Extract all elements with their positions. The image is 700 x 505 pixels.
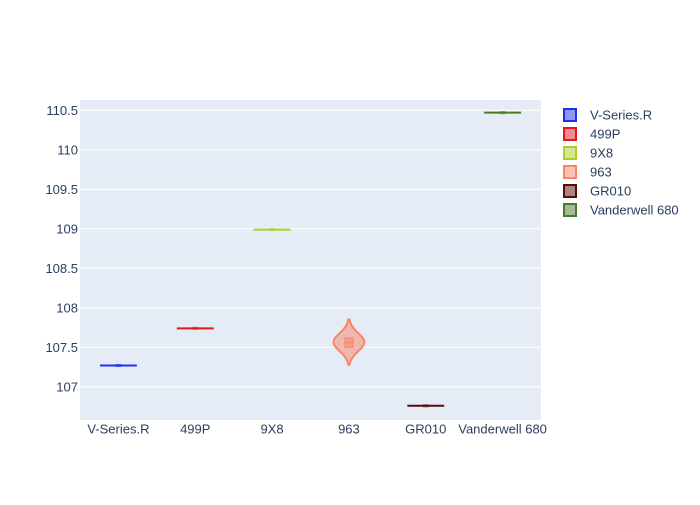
y-tick-label: 107.5 <box>45 340 78 355</box>
x-tick-label: GR010 <box>405 422 446 437</box>
y-tick-label: 109.5 <box>45 182 78 197</box>
legend-label: Vanderwell 680 <box>590 203 679 218</box>
legend-swatch <box>563 165 577 179</box>
legend-label: 963 <box>590 165 612 180</box>
plot-area <box>80 100 541 420</box>
legend-label: V-Series.R <box>590 108 652 123</box>
legend-item-499p: 499P <box>563 127 620 142</box>
legend-item-9x8: 9X8 <box>563 146 613 161</box>
legend-swatch <box>563 108 577 122</box>
legend-swatch <box>563 127 577 141</box>
legend-swatch <box>563 146 577 160</box>
y-tick-label: 110 <box>57 142 78 157</box>
x-axis-ticks: V-Series.R 499P 9X8 963 GR010 Vanderwell 680 <box>87 422 547 437</box>
y-tick-label: 108.5 <box>45 261 78 276</box>
x-tick-label: 499P <box>180 422 210 437</box>
y-axis-ticks: 107 107.5 108 108.5 109 109.5 110 110.5 <box>45 103 78 395</box>
legend-item-gr010: GR010 <box>563 184 631 199</box>
legend-item-963: 963 <box>563 165 612 180</box>
legend-item-vanderwell-680: Vanderwell 680 <box>563 203 679 218</box>
legend-swatch <box>563 203 577 217</box>
violin-963 <box>332 318 366 366</box>
legend-swatch <box>563 184 577 198</box>
x-tick-label: Vanderwell 680 <box>458 422 547 437</box>
x-tick-label: 9X8 <box>261 422 284 437</box>
y-tick-label: 109 <box>56 221 78 236</box>
violins <box>99 111 522 408</box>
legend: V-Series.R 499P 9X8 963 GR010 Vanderwell 680 <box>563 108 679 218</box>
legend-item-v-series-r: V-Series.R <box>563 108 652 123</box>
x-tick-label: 963 <box>338 422 360 437</box>
legend-label: 499P <box>590 127 620 142</box>
legend-label: 9X8 <box>590 146 613 161</box>
y-tick-label: 110.5 <box>46 103 78 118</box>
legend-label: GR010 <box>590 184 631 199</box>
y-tick-label: 108 <box>56 300 78 315</box>
grid-lines <box>80 109 541 388</box>
y-tick-label: 107 <box>56 379 78 394</box>
x-tick-label: V-Series.R <box>87 422 149 437</box>
